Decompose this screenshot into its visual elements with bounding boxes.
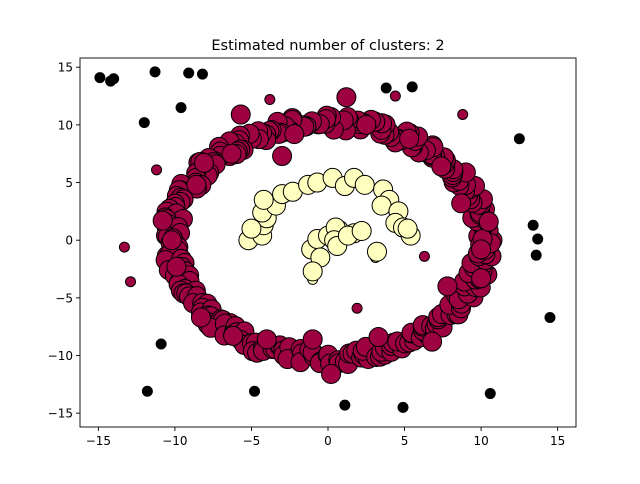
- y-tick-label: 15: [58, 61, 73, 75]
- data-point-ring-core: [321, 363, 342, 384]
- data-point-ring-border: [264, 94, 276, 106]
- data-point-ring-core: [356, 114, 377, 135]
- data-point-ring-core: [471, 239, 492, 260]
- data-point-noise-border: [183, 67, 195, 79]
- series-crescent: [238, 167, 421, 285]
- data-point-ring-core: [221, 143, 242, 164]
- data-point-noise-border: [141, 385, 153, 397]
- x-tick-label: −10: [162, 434, 187, 448]
- data-point-crescent-core: [302, 261, 323, 282]
- data-point-ring-core: [284, 124, 305, 145]
- data-point-noise-border: [530, 249, 542, 261]
- data-point-ring-border: [457, 109, 469, 121]
- data-point-ring-border: [151, 164, 163, 176]
- data-point-ring-border: [125, 276, 137, 288]
- y-tick-label: −10: [48, 349, 73, 363]
- y-tick-label: −15: [48, 407, 73, 421]
- data-point-crescent-core: [397, 218, 418, 239]
- y-tick-label: −5: [55, 291, 73, 305]
- data-point-noise-border: [532, 233, 544, 245]
- data-point-ring-core: [336, 87, 357, 108]
- data-point-ring-core: [451, 193, 472, 214]
- data-point-ring-core: [256, 329, 277, 350]
- data-point-ring-core: [152, 210, 173, 231]
- data-point-noise-border: [406, 81, 418, 93]
- x-tick-label: −15: [86, 434, 111, 448]
- data-point-ring-core: [368, 327, 389, 348]
- series-ring: [118, 87, 503, 384]
- data-point-ring-core: [437, 276, 458, 297]
- data-point-ring-core: [272, 146, 293, 167]
- data-point-ring-border: [418, 250, 430, 262]
- data-point-crescent-core: [354, 174, 375, 195]
- data-point-noise-border: [339, 399, 351, 411]
- data-point-ring-core: [186, 174, 207, 195]
- y-tick-label: 10: [58, 118, 73, 132]
- x-tick-label: −5: [243, 434, 261, 448]
- data-point-noise-border: [155, 338, 167, 350]
- data-point-noise-border: [149, 66, 161, 78]
- series-noise: [94, 66, 556, 413]
- data-point-ring-border: [389, 90, 401, 102]
- data-point-noise-border: [196, 68, 208, 80]
- data-point-noise-border: [94, 72, 106, 84]
- data-point-noise-border: [108, 73, 120, 85]
- data-point-crescent-core: [371, 195, 392, 216]
- data-point-crescent-core: [351, 220, 372, 241]
- data-point-noise-border: [138, 117, 150, 129]
- y-tick-label: 0: [65, 234, 73, 248]
- data-point-ring-core: [223, 325, 244, 346]
- data-point-noise-border: [527, 219, 539, 231]
- data-point-ring-core: [194, 152, 214, 173]
- data-point-noise-border: [513, 133, 525, 145]
- data-point-noise-border: [380, 82, 392, 94]
- axes-layer: −15 −10 −5 0 5 10 15 −15 −10 −5 0 5 10 15: [48, 57, 577, 448]
- data-point-ring-core: [302, 329, 323, 350]
- data-point-crescent-core: [253, 189, 274, 210]
- data-point-ring-core: [166, 256, 187, 277]
- data-point-noise-border: [397, 401, 409, 413]
- points-layer: [94, 66, 556, 413]
- x-tick-label: 0: [324, 434, 332, 448]
- chart-title: Estimated number of clusters: 2: [211, 38, 444, 54]
- data-point-ring-border: [118, 241, 130, 253]
- data-point-ring-core: [431, 156, 452, 177]
- data-point-noise-border: [249, 385, 261, 397]
- data-point-crescent-core: [366, 241, 387, 262]
- x-tick-label: 10: [473, 434, 488, 448]
- data-point-ring-core: [471, 268, 492, 289]
- data-point-noise-border: [544, 311, 556, 323]
- data-point-ring-core: [190, 307, 211, 328]
- data-point-ring-core: [161, 230, 182, 251]
- data-point-crescent-core: [241, 218, 262, 239]
- data-point-noise-border: [175, 102, 187, 114]
- data-point-ring-core: [478, 211, 499, 232]
- y-tick-label: 5: [65, 176, 73, 190]
- x-tick-label: 15: [550, 434, 565, 448]
- data-point-ring-core: [422, 331, 443, 352]
- x-tick-label: 5: [401, 434, 409, 448]
- data-point-ring-core: [399, 128, 420, 149]
- data-point-ring-core: [230, 104, 251, 125]
- data-point-noise-border: [484, 388, 496, 400]
- data-point-ring-border: [351, 302, 363, 314]
